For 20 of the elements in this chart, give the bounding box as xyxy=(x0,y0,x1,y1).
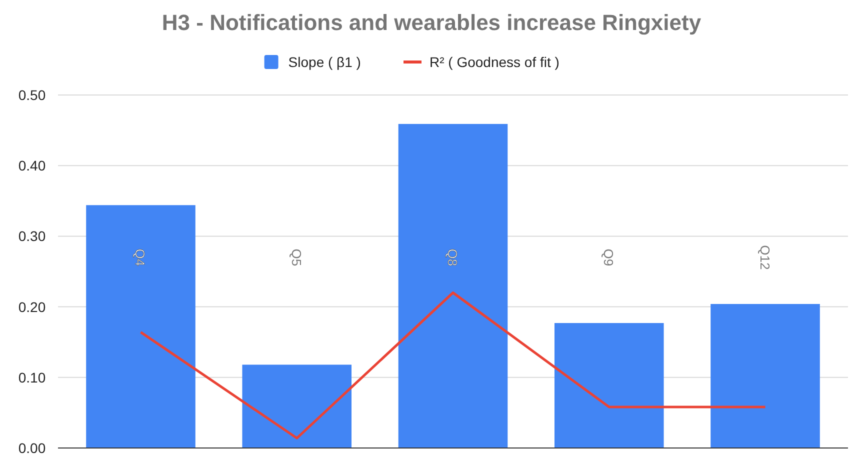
line-series xyxy=(139,291,767,440)
y-tick-label: 0.40 xyxy=(18,158,46,174)
x-tick-label: Q4 xyxy=(132,248,148,266)
bar xyxy=(86,205,196,448)
legend-label: R² ( Goodness of fit ) xyxy=(430,54,560,70)
y-tick-label: 0.50 xyxy=(18,87,46,103)
legend-label: Slope ( β1 ) xyxy=(288,54,361,70)
y-tick-label: 0.00 xyxy=(18,440,46,455)
x-tick-label: Q8 xyxy=(445,248,460,266)
bar xyxy=(710,304,820,448)
y-tick-label: 0.30 xyxy=(18,228,46,244)
bar xyxy=(398,124,508,448)
x-tick-label: Q5 xyxy=(288,248,304,266)
chart-title: H3 - Notifications and wearables increase Ringxiety xyxy=(162,10,702,35)
x-tick-label: Q9 xyxy=(601,248,616,266)
y-tick-label: 0.10 xyxy=(18,369,46,386)
bar xyxy=(554,323,664,448)
x-tick-label: Q12 xyxy=(757,245,772,270)
bar xyxy=(242,364,352,448)
y-tick-label: 0.20 xyxy=(18,298,46,315)
